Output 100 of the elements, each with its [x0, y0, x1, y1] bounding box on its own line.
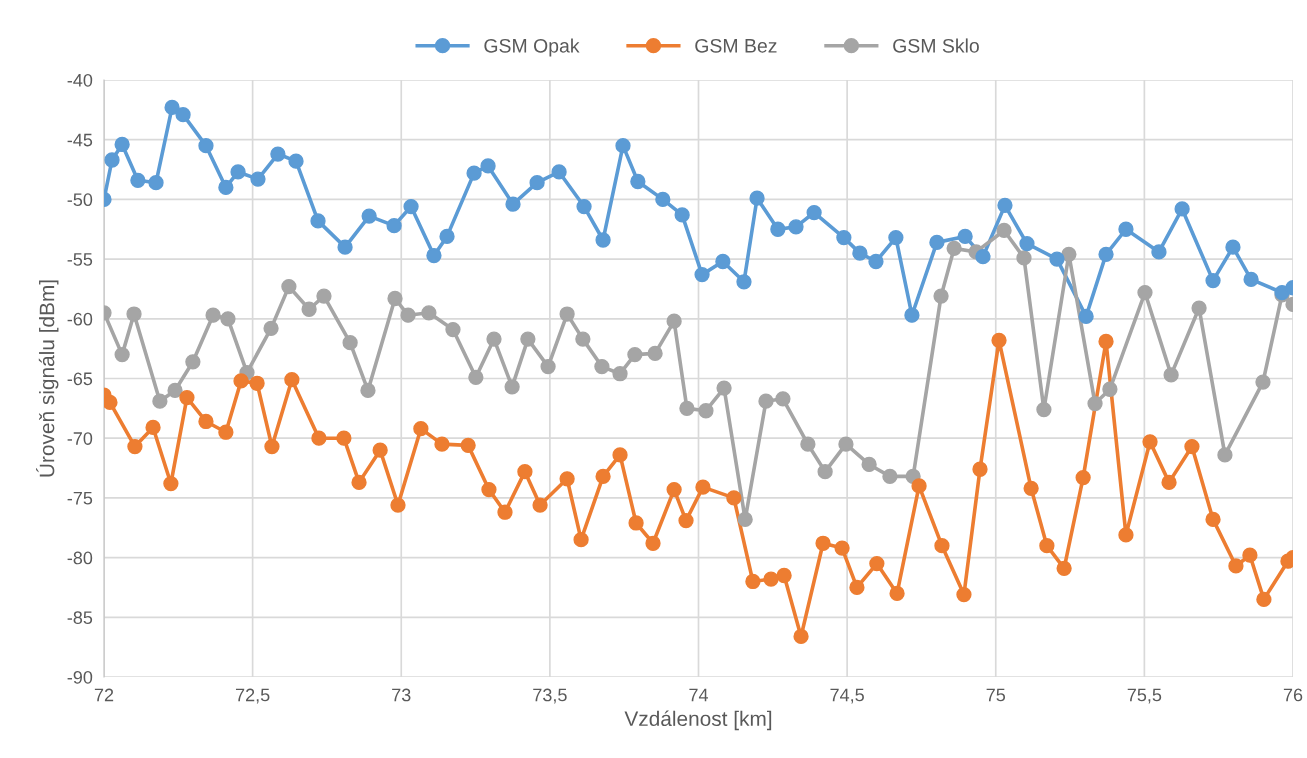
point — [310, 213, 326, 229]
point — [836, 229, 852, 246]
point — [1087, 395, 1103, 412]
y-axis-title: Úroveň signálu [dBm] — [36, 280, 59, 477]
point — [1151, 244, 1167, 260]
point — [104, 152, 120, 168]
point — [737, 511, 753, 528]
point — [868, 253, 884, 270]
point — [360, 382, 376, 399]
point — [758, 393, 774, 409]
point — [1049, 251, 1065, 267]
point — [426, 247, 442, 264]
y-tick-label: -60 — [67, 312, 93, 326]
point — [220, 311, 236, 327]
point — [445, 321, 461, 338]
point — [185, 354, 201, 370]
legend-label: GSM Opak — [484, 38, 580, 57]
point — [361, 208, 377, 224]
y-tick-label: -40 — [67, 73, 93, 87]
point — [957, 228, 973, 245]
point — [1191, 300, 1207, 316]
point — [130, 172, 146, 188]
point — [316, 288, 332, 304]
y-tick-label: -75 — [67, 492, 93, 505]
point — [647, 345, 663, 362]
point — [929, 234, 945, 251]
point — [486, 331, 502, 347]
point — [861, 456, 877, 473]
point — [736, 274, 752, 290]
point — [775, 391, 791, 407]
point — [1016, 250, 1032, 266]
point — [301, 301, 317, 317]
x-tick-label: 75 — [986, 688, 1006, 702]
point — [468, 369, 484, 385]
point — [1102, 381, 1118, 397]
point — [1174, 201, 1190, 217]
point — [698, 403, 714, 419]
x-tick-label: 73 — [392, 688, 411, 702]
point — [559, 306, 575, 322]
point — [806, 204, 822, 221]
point — [175, 106, 191, 123]
point — [715, 253, 731, 270]
point — [1061, 246, 1077, 262]
point — [1118, 221, 1134, 237]
point — [627, 346, 643, 363]
point — [400, 307, 416, 323]
point — [281, 278, 297, 295]
point — [800, 436, 816, 452]
x-tick-label: 76 — [1283, 688, 1303, 702]
point — [852, 245, 868, 261]
point — [575, 331, 591, 347]
point — [882, 468, 898, 485]
point — [114, 346, 130, 363]
point — [655, 191, 671, 208]
point — [218, 179, 234, 196]
point — [1205, 272, 1221, 289]
point — [1137, 284, 1153, 301]
point — [1225, 239, 1241, 255]
point — [1019, 235, 1035, 252]
point — [421, 305, 437, 321]
point — [551, 164, 567, 180]
point — [674, 207, 690, 223]
x-tick-label: 72 — [94, 688, 114, 702]
point — [263, 320, 279, 336]
point — [904, 307, 920, 323]
point — [716, 380, 732, 396]
y-tick-label: -45 — [67, 133, 93, 147]
point — [933, 288, 949, 304]
point — [466, 165, 482, 181]
y-tick-label: -65 — [67, 372, 93, 386]
point — [595, 232, 611, 248]
point — [997, 197, 1013, 214]
point — [749, 190, 765, 206]
point — [1163, 367, 1179, 383]
point — [403, 198, 419, 215]
x-tick-label: 74 — [689, 688, 709, 702]
point — [386, 218, 402, 234]
point — [679, 400, 695, 416]
point — [1098, 246, 1114, 262]
point — [505, 196, 521, 212]
point — [164, 99, 180, 116]
point — [817, 463, 833, 480]
point — [337, 239, 353, 255]
point — [529, 175, 545, 191]
point — [148, 175, 164, 191]
point — [342, 335, 358, 351]
point — [694, 266, 710, 283]
y-tick-label: -90 — [67, 670, 93, 684]
y-tick-label: -50 — [67, 193, 93, 207]
y-tick-label: -55 — [67, 253, 93, 266]
point — [630, 173, 646, 190]
x-tick-label: 74,5 — [830, 688, 864, 704]
x-axis-title: Vzdálenost [km] — [624, 710, 772, 731]
point — [666, 313, 682, 329]
point — [198, 138, 214, 154]
point — [594, 358, 610, 375]
point — [250, 171, 266, 187]
point — [152, 393, 168, 409]
point — [167, 382, 183, 399]
point — [540, 358, 556, 375]
